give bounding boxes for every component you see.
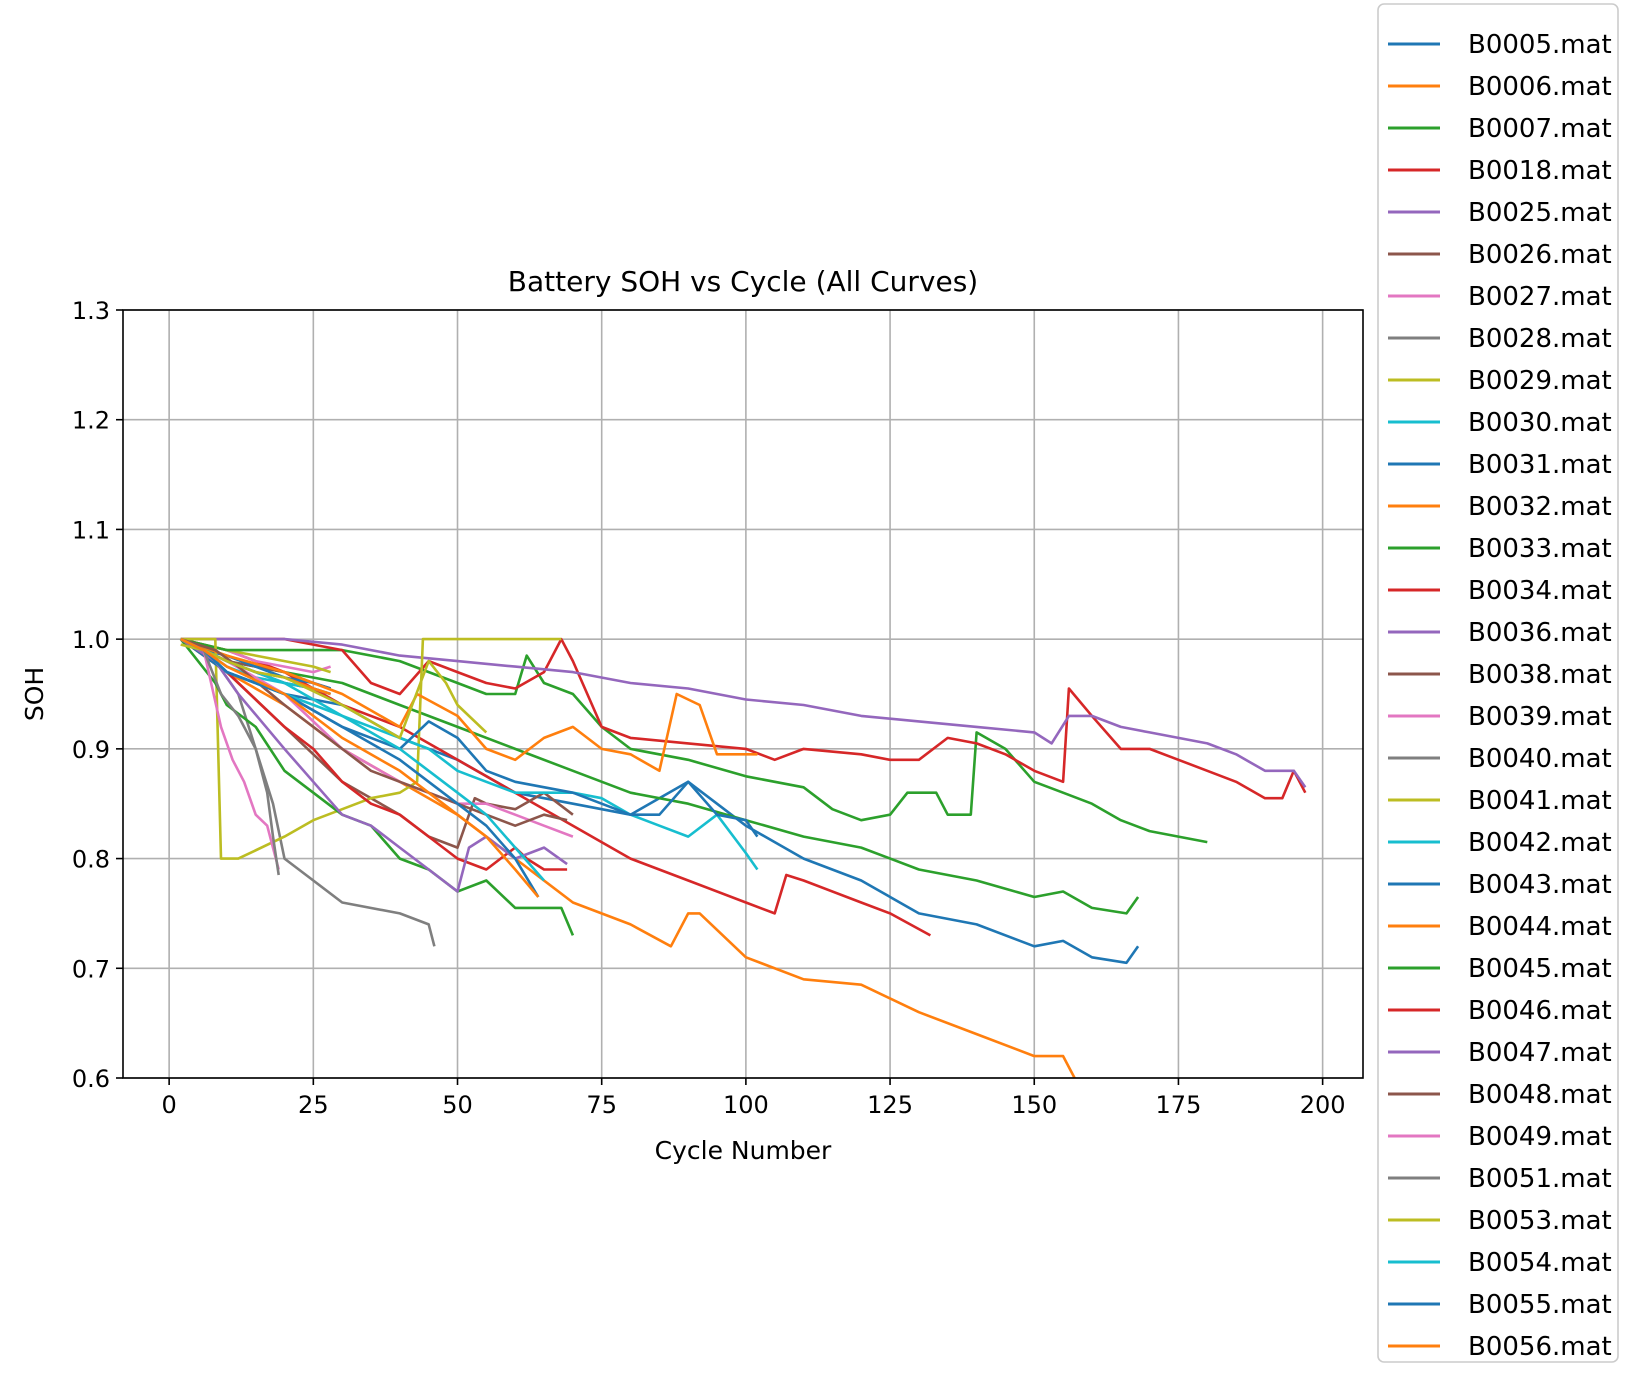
series-line-B0048-mat [180,637,568,828]
series-line-B0034-mat [180,637,1307,800]
x-tick-label: 175 [1156,1091,1202,1119]
y-tick-label: 1.2 [72,407,110,435]
chart-title: Battery SOH vs Cycle (All Curves) [508,265,978,298]
legend-label: B0043.mat [1468,870,1612,900]
series-line-B0044-mat [180,637,758,773]
legend-label: B0038.mat [1468,660,1612,690]
legend: B0005.mat B0006.mat B0007.mat B0018.mat B002… [1377,3,1619,1363]
legend-label: B0033.mat [1468,534,1612,564]
y-tick-label: 0.8 [72,846,110,874]
x-tick-label: 200 [1300,1091,1346,1119]
legend-label: B0054.mat [1468,1248,1612,1278]
legend-label: B0049.mat [1468,1122,1612,1152]
x-tick-label: 25 [298,1091,329,1119]
legend-label: B0051.mat [1468,1164,1612,1194]
series-line-B0047-mat [180,638,568,893]
x-tick-label: 125 [867,1091,913,1119]
legend-label: B0007.mat [1468,114,1612,144]
series-line-B0051-mat [180,637,280,876]
series-line-B0018-mat [180,637,932,937]
legend-label: B0053.mat [1468,1206,1612,1236]
legend-label: B0006.mat [1468,72,1612,102]
series-line-B0042-mat [180,637,759,871]
x-axis-label: Cycle Number [655,1136,832,1165]
legend-label: B0034.mat [1468,576,1612,606]
series-line-B0056-mat [180,637,540,898]
legend-label: B0030.mat [1468,408,1612,438]
x-tick-label: 75 [586,1091,617,1119]
x-axis-ticks: 0 25 50 75 100 125 150 175 200 [161,1078,1346,1119]
legend-label: B0036.mat [1468,618,1612,648]
y-tick-label: 1.1 [72,516,110,544]
series-line-B0041-mat [180,637,562,860]
legend-label: B0056.mat [1468,1332,1612,1362]
series-line-B0007-mat [180,637,1140,915]
y-tick-label: 0.9 [72,736,110,764]
series-line-B0055-mat [180,637,540,898]
legend-box [1377,3,1619,1363]
y-tick-label: 1.3 [72,297,110,325]
legend-label: B0047.mat [1468,1038,1612,1068]
legend-label: B0048.mat [1468,1080,1612,1110]
x-tick-label: 150 [1011,1091,1057,1119]
legend-label: B0031.mat [1468,450,1612,480]
y-tick-label: 0.7 [72,955,110,983]
legend-label: B0025.mat [1468,198,1612,228]
series-line-B0045-mat [179,638,575,936]
series-line-B0036-mat [180,637,1307,789]
x-tick-label: 0 [161,1091,176,1119]
legend-label: B0040.mat [1468,744,1612,774]
legend-label: B0041.mat [1468,786,1612,816]
legend-label: B0028.mat [1468,324,1612,354]
plot-frame [122,309,1364,1079]
series-lines [179,637,1307,1079]
legend-label: B0005.mat [1468,30,1612,60]
y-tick-label: 1.0 [72,626,110,654]
legend-label: B0029.mat [1468,366,1612,396]
y-tick-label: 0.6 [72,1065,110,1093]
legend-label: B0045.mat [1468,954,1612,984]
legend-label: B0026.mat [1468,240,1612,270]
series-line-B0033-mat [180,637,1208,844]
legend-label: B0027.mat [1468,282,1612,312]
series-line-B0049-mat [180,637,280,870]
x-tick-label: 50 [442,1091,473,1119]
series-line-B0053-mat [180,643,488,740]
x-tick-label: 100 [723,1091,769,1119]
y-axis-label: SOH [20,667,49,721]
legend-label: B0044.mat [1468,912,1612,942]
legend-label: B0039.mat [1468,702,1612,732]
legend-label: B0055.mat [1468,1290,1612,1320]
y-axis-ticks: 0.6 0.7 0.8 0.9 1.0 1.1 1.2 1.3 [72,297,123,1093]
legend-label: B0032.mat [1468,492,1612,522]
legend-label: B0042.mat [1468,828,1612,858]
legend-label: B0018.mat [1468,156,1612,186]
legend-label: B0046.mat [1468,996,1612,1026]
